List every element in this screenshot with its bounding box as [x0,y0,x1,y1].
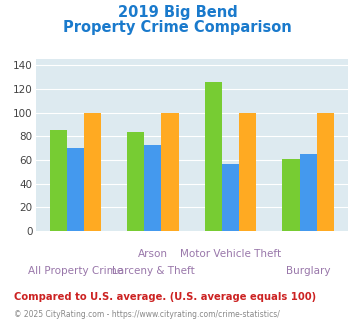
Bar [239,113,256,231]
Bar [222,164,239,231]
Text: 2019 Big Bend: 2019 Big Bend [118,5,237,20]
Text: Burglary: Burglary [286,266,331,276]
Bar [127,132,144,231]
Text: Compared to U.S. average. (U.S. average equals 100): Compared to U.S. average. (U.S. average … [14,292,316,302]
Bar [317,113,334,231]
Text: © 2025 CityRating.com - https://www.cityrating.com/crime-statistics/: © 2025 CityRating.com - https://www.city… [14,310,280,319]
Bar [205,82,222,231]
Bar [283,159,300,231]
Bar [300,154,317,231]
Text: Arson: Arson [138,249,168,259]
Legend: Big Bend, Wisconsin, National: Big Bend, Wisconsin, National [35,326,317,330]
Bar [84,113,101,231]
Text: All Property Crime: All Property Crime [28,266,123,276]
Bar [67,148,84,231]
Text: Larceny & Theft: Larceny & Theft [111,266,194,276]
Bar [162,113,179,231]
Bar [50,130,67,231]
Bar [144,145,162,231]
Text: Property Crime Comparison: Property Crime Comparison [63,20,292,35]
Text: Motor Vehicle Theft: Motor Vehicle Theft [180,249,281,259]
